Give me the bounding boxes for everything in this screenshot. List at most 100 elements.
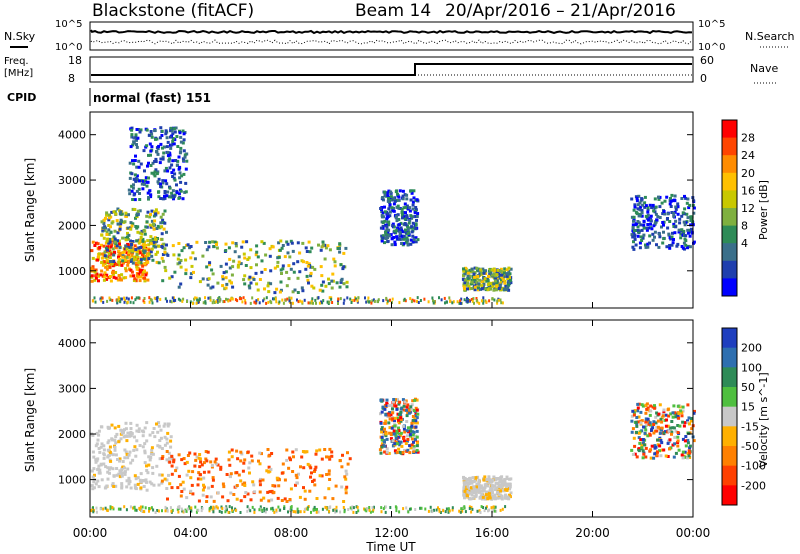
echo-cell (405, 197, 409, 201)
echo-cell (652, 209, 656, 213)
echo-cell (202, 461, 206, 465)
echo-cell (102, 444, 106, 448)
echo-cell (134, 225, 138, 228)
echo-cell (110, 221, 114, 225)
echo-cell (245, 240, 249, 244)
echo-cell (499, 489, 502, 493)
echo-cell (148, 296, 151, 300)
echo-cell (159, 197, 163, 200)
echo-cell (165, 450, 169, 453)
echo-cell (95, 431, 99, 435)
echo-cell (111, 482, 115, 486)
echo-cell (103, 486, 107, 490)
echo-cell (431, 296, 434, 300)
echo-cell (248, 286, 252, 290)
echo-cell (327, 487, 331, 491)
echo-cell (147, 153, 150, 157)
echo-cell (104, 241, 108, 245)
echo-cell (466, 271, 470, 275)
echo-cell (161, 181, 165, 185)
colorbar-swatch (722, 406, 737, 427)
echo-cell (142, 257, 146, 261)
echo-cell (260, 259, 264, 263)
echo-cell (495, 287, 499, 291)
echo-cell (398, 231, 402, 235)
echo-cell (112, 507, 115, 511)
echo-cell (130, 254, 134, 258)
echo-cell (183, 153, 187, 157)
echo-cell (92, 299, 95, 303)
echo-cell (232, 259, 236, 263)
echo-cell (263, 297, 266, 301)
echo-cell (468, 497, 472, 501)
echo-cell (498, 285, 502, 289)
echo-cell (498, 483, 502, 487)
echo-cell (393, 243, 397, 247)
echo-cell (170, 143, 174, 147)
echo-cell (249, 301, 252, 305)
echo-cell (408, 206, 412, 210)
echo-cell (499, 298, 502, 302)
echo-cell (412, 240, 416, 244)
echo-cell (229, 472, 233, 476)
echo-cell (222, 300, 225, 304)
echo-cell (111, 467, 115, 471)
echo-cell (692, 211, 696, 215)
echo-cell (149, 164, 153, 167)
echo-cell (117, 249, 121, 253)
echo-cell (387, 189, 391, 193)
echo-cell (263, 287, 266, 291)
echo-cell (416, 212, 420, 215)
echo-cell (156, 170, 160, 174)
echo-cell (151, 466, 155, 470)
echo-cell (165, 243, 168, 247)
echo-cell (684, 234, 688, 238)
echo-cell (291, 470, 295, 473)
echo-cell (134, 257, 138, 261)
echo-cell (189, 276, 193, 280)
echo-cell (207, 277, 211, 281)
echo-cell (401, 197, 405, 201)
echo-cell (100, 233, 104, 237)
echo-cell (253, 508, 256, 512)
echo-cell (211, 285, 215, 289)
echo-cell (344, 469, 348, 473)
echo-cell (210, 484, 214, 488)
echo-cell (258, 508, 261, 512)
echo-cell (484, 269, 487, 273)
echo-cell (634, 210, 638, 214)
echo-cell (170, 129, 174, 132)
echo-cell (120, 468, 124, 471)
echo-cell (639, 235, 643, 239)
echo-cell (644, 214, 648, 218)
echo-cell (109, 230, 113, 234)
echo-cell (401, 230, 404, 234)
echo-cell (166, 299, 168, 303)
echo-cell (657, 412, 661, 416)
echo-cell (131, 143, 135, 147)
echo-cell (380, 435, 384, 439)
echo-cell (470, 287, 474, 290)
echo-cell (97, 447, 101, 450)
echo-cell (473, 275, 477, 279)
echo-cell (658, 403, 662, 407)
echo-cell (672, 214, 676, 218)
echo-cell (681, 211, 685, 215)
echo-cell (303, 489, 307, 493)
echo-cell (123, 448, 127, 452)
echo-cell (231, 297, 234, 301)
echo-cell (215, 300, 218, 304)
echo-cell (106, 299, 109, 303)
echo-cell (100, 252, 103, 256)
echo-cell (180, 490, 184, 493)
echo-cell (91, 475, 95, 479)
echo-cell (635, 424, 639, 428)
echo-cell (163, 250, 167, 254)
echo-cell (164, 269, 168, 273)
echo-cell (666, 424, 670, 428)
echo-cell (407, 510, 410, 514)
echo-cell (684, 196, 688, 200)
echo-cell (438, 296, 440, 300)
echo-cell (493, 493, 497, 497)
echo-cell (102, 260, 106, 264)
